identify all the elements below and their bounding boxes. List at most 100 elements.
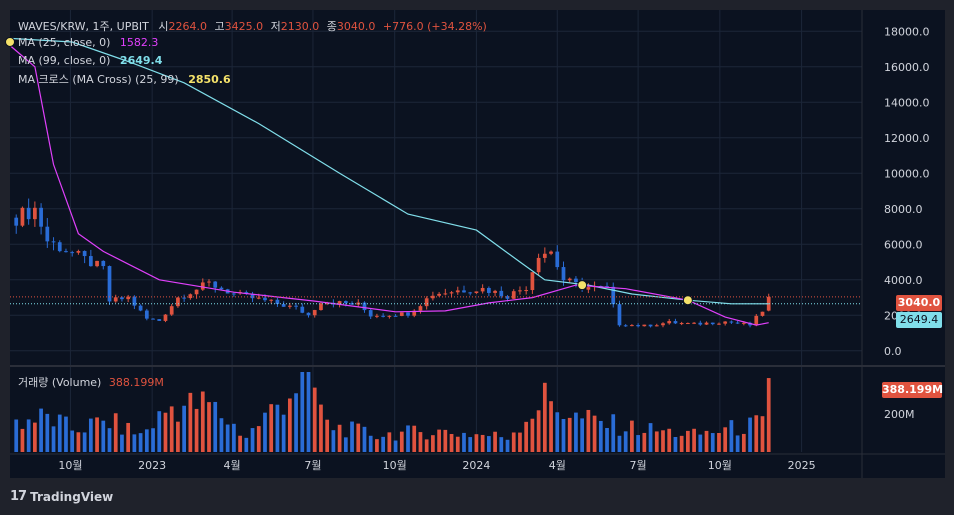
candle-body (287, 305, 292, 307)
volume-bar (14, 419, 19, 452)
volume-bar (132, 434, 137, 452)
tradingview-brand[interactable]: 17 TradingView (10, 489, 113, 504)
candle-body (567, 278, 572, 281)
candle-body (393, 315, 398, 317)
volume-bar (673, 437, 678, 452)
candle-body (704, 322, 709, 325)
volume-bar (325, 419, 330, 452)
candle-body (741, 322, 746, 324)
volume-bar (474, 434, 479, 452)
volume-label: 거래량 (Volume) (18, 376, 102, 389)
candle-body (480, 287, 485, 292)
volume-legend[interactable]: 거래량 (Volume) 388.199M (18, 374, 164, 390)
volume-bar (462, 432, 466, 452)
x-tick-label: 7월 (630, 459, 647, 472)
open-value: 2264.0 (168, 20, 207, 33)
ma-cross-marker (577, 280, 588, 291)
candle-body (281, 304, 286, 307)
candle-body (51, 241, 56, 243)
volume-bar (126, 422, 131, 452)
candle-body (250, 293, 255, 299)
volume-bar (169, 406, 174, 452)
volume-bar (679, 435, 684, 452)
volume-bar (399, 431, 404, 452)
ma99-price-tag: 2649.4 (896, 312, 942, 328)
candle-body (549, 251, 553, 254)
ma-cross-marker (5, 36, 15, 47)
candle-body (20, 207, 25, 226)
candle-body (555, 251, 560, 268)
volume-bar (88, 418, 93, 452)
volume-bar (200, 391, 205, 452)
candle-body (88, 256, 93, 267)
candle-body (219, 287, 224, 290)
candle-body (176, 297, 180, 307)
volume-bar (717, 432, 721, 452)
x-tick-label: 10월 (708, 459, 732, 472)
volume-bar (766, 378, 771, 452)
y-tick-label: 10000.0 (884, 167, 930, 180)
x-tick-label: 4월 (549, 459, 566, 472)
x-tick-label: 2023 (138, 459, 166, 472)
volume-bar (598, 420, 603, 452)
candle-body (686, 323, 690, 325)
candle-body (126, 296, 131, 300)
candle-body (45, 226, 50, 242)
open-label: 시 (158, 20, 169, 33)
volume-bar (648, 423, 653, 452)
x-tick-label: 2025 (788, 459, 816, 472)
candle-body (412, 310, 417, 316)
volume-bar (636, 435, 640, 452)
volume-bar (238, 435, 242, 452)
volume-bar (686, 430, 690, 452)
volume-bar (269, 404, 274, 452)
ma-cross-legend[interactable]: MA 크로스 (MA Cross) (25, 99) 2850.6 (18, 71, 231, 87)
ma25-legend[interactable]: MA (25, close, 0) 1582.3 (18, 36, 158, 49)
candle-body (70, 252, 75, 254)
volume-bar (511, 432, 516, 452)
candle-body (144, 310, 149, 319)
volume-bar (518, 432, 522, 452)
volume-bar (107, 428, 112, 452)
candle-body (300, 306, 305, 313)
candle-body (449, 292, 454, 294)
ma99-legend[interactable]: MA (99, close, 0) 2649.4 (18, 54, 162, 67)
volume-bar (281, 414, 286, 452)
last-price-tag: 3040.0 (896, 295, 942, 311)
volume-bar (76, 432, 81, 452)
volume-bar (225, 424, 230, 452)
volume-bar (580, 418, 585, 452)
volume-bar (418, 432, 423, 452)
candle-body (754, 315, 759, 326)
volume-bar (82, 432, 87, 452)
volume-bar (661, 430, 665, 452)
candle-body (325, 302, 330, 304)
candle-body (14, 217, 19, 226)
volume-bar (387, 432, 392, 452)
y-tick-label: 4000.0 (884, 274, 923, 287)
candle-body (437, 293, 441, 296)
volume-bar (39, 408, 43, 452)
ma25-line (9, 45, 769, 326)
candle-body (648, 324, 653, 327)
candle-body (468, 292, 473, 294)
candle-body (269, 299, 274, 301)
volume-bar (605, 427, 609, 452)
volume-bar (207, 402, 211, 452)
candle-body (368, 310, 373, 317)
ma-cross-label: MA 크로스 (MA Cross) (25, 99) (18, 73, 179, 86)
candle-body (692, 322, 696, 324)
volume-bar (524, 421, 529, 452)
candle-body (306, 312, 311, 316)
volume-bar (182, 405, 186, 452)
volume-bar (710, 433, 715, 452)
volume-bar (754, 415, 759, 452)
candle-body (194, 289, 199, 295)
volume-bar (256, 426, 261, 452)
candle-body (729, 321, 734, 323)
y-tick-label: 12000.0 (884, 132, 930, 145)
x-tick-label: 10월 (58, 459, 82, 472)
close-value: 3040.0 (336, 20, 376, 33)
